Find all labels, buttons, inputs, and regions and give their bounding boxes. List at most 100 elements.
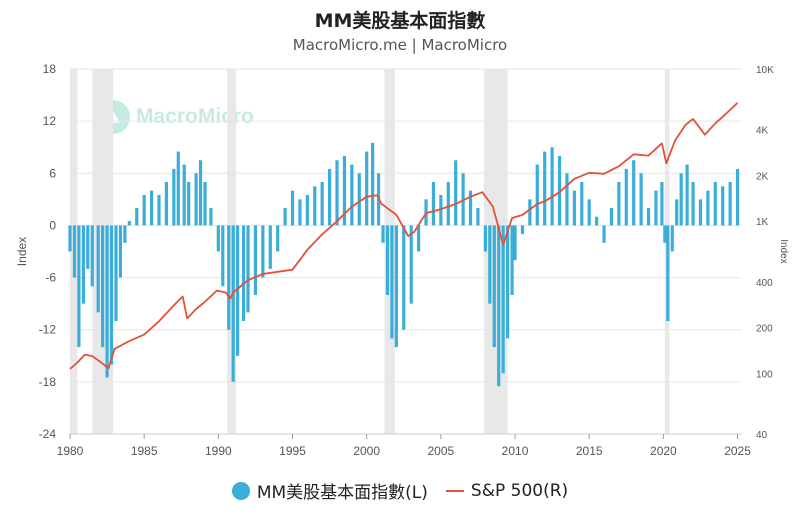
x-tick-label: 2020 (650, 444, 677, 458)
right-tick-label: 200 (756, 324, 773, 335)
index-bar (381, 225, 385, 243)
right-tick-label: 1K (756, 217, 769, 228)
index-bar (114, 225, 118, 322)
index-bar (654, 190, 658, 226)
axes: 18 12 6 0 -6 -12 -18 -24 10K 4K 2K 1K 400 200 100 40 198… (15, 62, 789, 458)
right-tick-label: 10K (756, 65, 774, 76)
legend: MM美股基本面指數(L) S&P 500(R) (0, 478, 800, 503)
index-bar (510, 225, 514, 295)
index-bar (735, 168, 740, 226)
index-bar (691, 181, 695, 226)
index-bar (290, 190, 295, 226)
bar-series-marker-icon (231, 481, 250, 500)
index-bar (572, 190, 576, 226)
index-bar (109, 225, 114, 365)
legend-item-index[interactable]: MM美股基本面指數(L) (231, 478, 428, 503)
index-bar (513, 225, 517, 261)
index-bar (390, 225, 394, 339)
index-bar (157, 195, 161, 226)
index-bar (728, 181, 732, 226)
index-bar (550, 147, 554, 226)
index-bar (595, 216, 599, 226)
x-tick-label: 2015 (576, 444, 603, 458)
index-bar (298, 199, 302, 226)
index-bar (90, 225, 94, 287)
line-series-marker-icon (445, 489, 464, 492)
index-bar (488, 225, 492, 304)
legend-label-index: MM美股基本面指數(L) (256, 483, 428, 503)
index-bar (454, 160, 458, 226)
right-tick-label: 40 (756, 430, 768, 441)
index-bar (142, 195, 146, 226)
index-bar (666, 225, 670, 322)
index-bar (320, 181, 324, 226)
index-bar (72, 225, 77, 278)
index-bar (639, 173, 643, 226)
index-bar (68, 225, 72, 252)
index-bar (371, 142, 375, 226)
index-bar (402, 225, 406, 330)
index-bar (236, 225, 240, 356)
left-tick-label: -24 (39, 427, 57, 441)
index-bar (342, 155, 347, 226)
index-bar (182, 164, 186, 226)
index-bar (528, 199, 532, 226)
index-bar (118, 225, 123, 278)
index-bar (646, 208, 651, 226)
index-bar (713, 181, 717, 226)
index-bar (670, 225, 674, 252)
index-bar (305, 195, 309, 226)
index-bar (231, 225, 235, 382)
index-bar (721, 186, 725, 226)
index-bar (127, 221, 131, 226)
index-bar (123, 225, 127, 243)
chart-title: MM美股基本面指數 (314, 10, 486, 32)
watermark-text: MacroMicro (136, 105, 254, 128)
index-bar (328, 168, 332, 226)
index-bar (409, 225, 413, 304)
index-bar (492, 225, 496, 348)
index-bar (468, 190, 473, 226)
index-bar (203, 181, 207, 226)
index-bar (520, 225, 525, 235)
index-bar (624, 168, 628, 226)
index-bar (86, 225, 90, 269)
left-tick-label: 12 (43, 114, 57, 128)
left-tick-label: -18 (39, 375, 57, 389)
index-bars (68, 142, 740, 387)
x-tick-label: 2010 (502, 444, 529, 458)
sp500-series-line (69, 102, 739, 370)
index-bar (209, 208, 213, 226)
x-tick-label: 1985 (131, 444, 158, 458)
gridlines (70, 68, 742, 435)
left-axis-title: Index (15, 237, 29, 266)
chart-subtitle: MacroMicro.me | MacroMicro (292, 36, 508, 54)
left-tick-label: -6 (45, 271, 56, 285)
left-tick-label: -12 (39, 323, 57, 337)
x-tick-label: 1980 (57, 444, 84, 458)
index-bar (149, 190, 154, 226)
index-bar (394, 225, 398, 348)
legend-item-sp500[interactable]: S&P 500(R) (445, 481, 568, 501)
index-bar (172, 168, 176, 226)
index-bar (501, 225, 505, 374)
index-bar (417, 225, 421, 252)
index-bar (685, 164, 689, 226)
index-bar (617, 181, 621, 226)
recession-bands (70, 69, 670, 434)
index-bar (698, 199, 703, 226)
left-tick-label: 6 (49, 166, 56, 180)
index-bar (439, 195, 443, 226)
index-bar (632, 160, 636, 226)
index-bar (77, 225, 81, 348)
sp500-line (69, 102, 739, 370)
index-bar (587, 199, 591, 226)
index-bar (216, 225, 220, 252)
index-bar (96, 225, 100, 313)
index-bar (164, 181, 169, 226)
index-bar (283, 208, 287, 226)
index-bar (176, 151, 180, 226)
index-bar (660, 181, 664, 226)
x-tick-label: 1990 (205, 444, 232, 458)
